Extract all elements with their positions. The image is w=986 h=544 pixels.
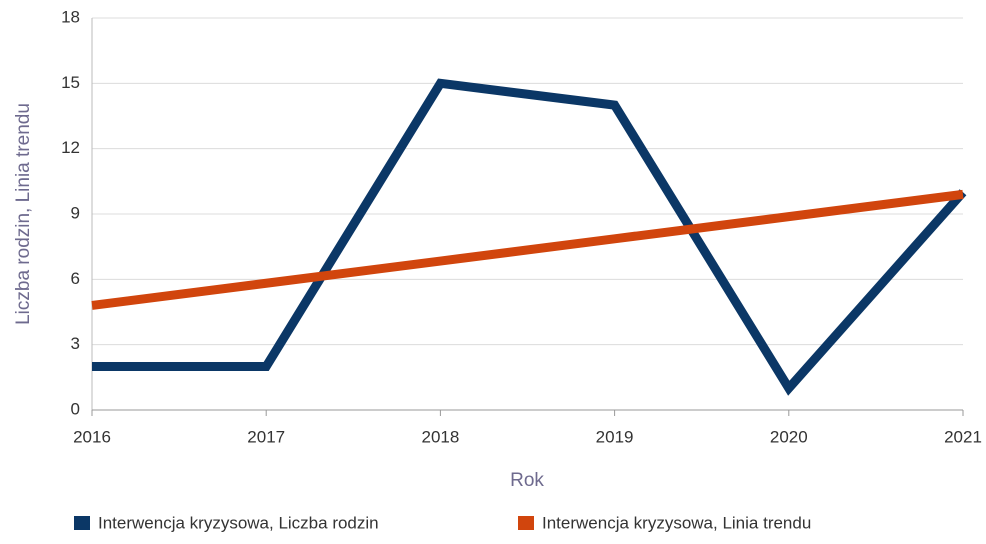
x-tick-label: 2016 bbox=[73, 427, 111, 446]
y-tick-label: 15 bbox=[61, 73, 80, 92]
x-tick-label: 2021 bbox=[944, 427, 982, 446]
legend-swatch bbox=[518, 516, 534, 530]
y-tick-label: 0 bbox=[71, 399, 80, 418]
y-tick-label: 3 bbox=[71, 334, 80, 353]
x-axis-title: Rok bbox=[510, 470, 544, 491]
series-line bbox=[92, 78, 967, 396]
x-tick-label: 2020 bbox=[770, 427, 808, 446]
y-tick-label: 9 bbox=[71, 203, 80, 222]
legend-swatch bbox=[74, 516, 90, 530]
x-tick-label: 2018 bbox=[421, 427, 459, 446]
x-tick-label: 2019 bbox=[596, 427, 634, 446]
y-axis-title: Liczba rodzin, Linia trendu bbox=[13, 103, 34, 325]
legend-label: Interwencja kryzysowa, Liczba rodzin bbox=[98, 513, 379, 532]
y-tick-label: 18 bbox=[61, 7, 80, 26]
y-tick-label: 12 bbox=[61, 138, 80, 157]
legend-label: Interwencja kryzysowa, Linia trendu bbox=[542, 513, 811, 532]
series-line bbox=[91, 189, 964, 310]
y-tick-label: 6 bbox=[71, 269, 80, 288]
x-tick-label: 2017 bbox=[247, 427, 285, 446]
